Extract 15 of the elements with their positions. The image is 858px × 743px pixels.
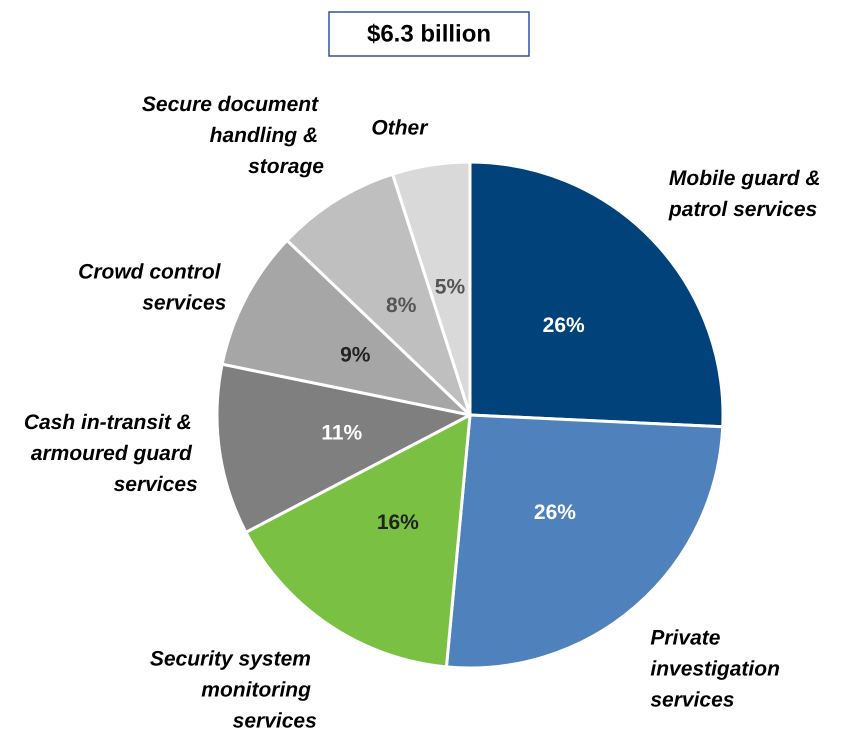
slice-label: Crowd control services	[78, 260, 226, 314]
chart-title: $6.3 billion	[366, 20, 492, 48]
data-label: 11%	[321, 422, 363, 445]
data-label: 26%	[534, 501, 576, 524]
slice-label: Cash in-transit & armoured guard services	[24, 410, 198, 496]
slice-label: Security system monitoring services	[150, 647, 317, 732]
data-label: 26%	[542, 314, 586, 338]
data-label: 16%	[376, 511, 420, 534]
data-label: 8%	[386, 294, 417, 317]
slice-label: Secure document handling & storage	[142, 92, 324, 178]
slice-label: Other	[371, 116, 430, 140]
data-label: 9%	[340, 343, 371, 366]
slice-label: Mobile guard & patrol services	[668, 167, 826, 222]
slice-label: Private investigation services	[650, 626, 786, 712]
data-label: 5%	[434, 276, 466, 299]
